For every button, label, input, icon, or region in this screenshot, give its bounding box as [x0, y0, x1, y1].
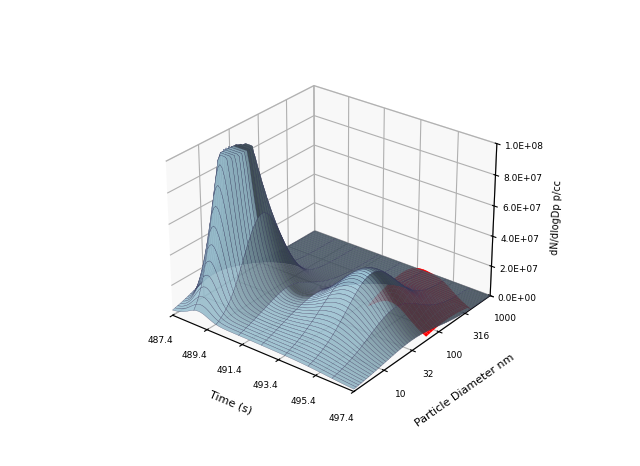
X-axis label: Time (s): Time (s) — [207, 389, 253, 416]
Y-axis label: Particle Diameter nm: Particle Diameter nm — [414, 352, 516, 428]
